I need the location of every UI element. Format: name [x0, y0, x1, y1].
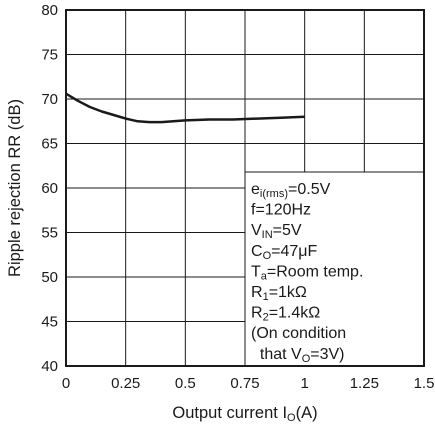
- x-axis-label: Output current IO(A): [172, 404, 317, 424]
- y-tick-label: 80: [41, 2, 58, 19]
- x-label-unit: (A): [296, 404, 318, 422]
- condition-line: that VO=3V): [251, 346, 345, 365]
- x-tick-label: 1: [300, 375, 308, 392]
- y-tick-label: 65: [41, 136, 58, 153]
- condition-line: R1=1kΩ: [251, 284, 307, 303]
- condition-line: (On condition: [251, 325, 346, 342]
- y-tick-labels: 40 45 50 55 60 65 70 75 80: [41, 2, 58, 375]
- y-tick-label: 45: [41, 314, 58, 331]
- condition-line: Ta=Room temp.: [251, 263, 363, 282]
- series-line: [65, 92, 305, 124]
- conditions-box: ei(rms)=0.5V f=120Hz VIN=5V CO=47μFTa=Room …: [244, 171, 425, 367]
- conditions-box-frame: [244, 171, 425, 367]
- y-tick-label: 50: [41, 269, 58, 286]
- y-tick-label: 75: [41, 47, 58, 64]
- y-tick-label: 55: [41, 225, 58, 242]
- y-axis-label: Ripple rejection RR (dB): [6, 99, 24, 277]
- x-tick-label: 1.5: [414, 375, 435, 392]
- x-label-sub: O: [287, 412, 296, 424]
- x-label-main: Output current I: [172, 404, 287, 422]
- condition-line: f=120Hz: [251, 202, 311, 219]
- y-tick-label: 60: [41, 180, 58, 197]
- x-tick-label: 1.25: [350, 375, 379, 392]
- x-tick-label: 0: [62, 375, 70, 392]
- x-tick-label: 0.25: [111, 375, 140, 392]
- series-layer: [65, 92, 305, 124]
- condition-line: CO=47μF: [251, 243, 317, 262]
- x-tick-labels: 0 0.25 0.5 0.75 1 1.25 1.5: [62, 375, 435, 392]
- x-tick-label: 0.75: [230, 375, 259, 392]
- condition-line: ei(rms)=0.5V: [251, 181, 331, 200]
- y-tick-label: 70: [41, 91, 58, 108]
- x-tick-label: 0.5: [175, 375, 196, 392]
- condition-line: VIN=5V: [251, 222, 302, 241]
- plot-frame: [65, 9, 425, 367]
- y-tick-label: 40: [41, 358, 58, 375]
- condition-line: R2=1.4kΩ: [251, 305, 320, 324]
